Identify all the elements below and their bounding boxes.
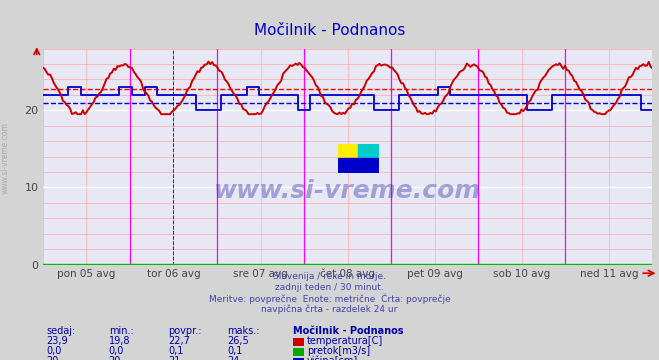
Text: 19,8: 19,8 [109, 336, 130, 346]
Text: zadnji teden / 30 minut.: zadnji teden / 30 minut. [275, 283, 384, 292]
Text: 24: 24 [227, 356, 240, 360]
Text: 22,7: 22,7 [168, 336, 190, 346]
Text: Slovenija / reke in morje.: Slovenija / reke in morje. [273, 272, 386, 281]
Text: 0,0: 0,0 [46, 346, 61, 356]
Text: min.:: min.: [109, 326, 134, 336]
Text: 0,1: 0,1 [168, 346, 183, 356]
Text: Močilnik - Podnanos: Močilnik - Podnanos [293, 326, 404, 336]
Text: 20: 20 [46, 356, 59, 360]
Text: 20: 20 [109, 356, 121, 360]
Text: 26,5: 26,5 [227, 336, 249, 346]
Text: maks.:: maks.: [227, 326, 260, 336]
Text: povpr.:: povpr.: [168, 326, 202, 336]
Text: www.si-vreme.com: www.si-vreme.com [1, 122, 10, 194]
Text: temperatura[C]: temperatura[C] [307, 336, 384, 346]
Text: Močilnik - Podnanos: Močilnik - Podnanos [254, 23, 405, 39]
Text: sedaj:: sedaj: [46, 326, 75, 336]
Text: 0,1: 0,1 [227, 346, 243, 356]
Text: www.si-vreme.com: www.si-vreme.com [214, 179, 481, 203]
Text: navpična črta - razdelek 24 ur: navpična črta - razdelek 24 ur [262, 304, 397, 314]
Text: 23,9: 23,9 [46, 336, 68, 346]
Text: višina[cm]: višina[cm] [307, 356, 358, 360]
Text: 21: 21 [168, 356, 181, 360]
Text: Meritve: povprečne  Enote: metrične  Črta: povprečje: Meritve: povprečne Enote: metrične Črta:… [209, 293, 450, 304]
Text: pretok[m3/s]: pretok[m3/s] [307, 346, 370, 356]
Text: 0,0: 0,0 [109, 346, 124, 356]
